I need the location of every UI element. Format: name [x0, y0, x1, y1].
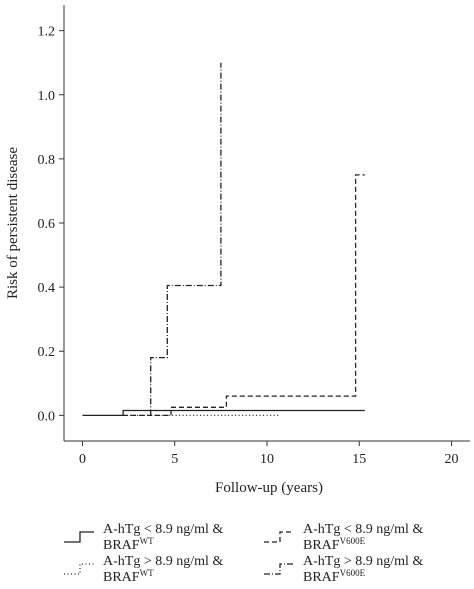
y-tick-label: 0.2	[38, 345, 56, 360]
legend-item-3-line1: A-hTg > 8.9 ng/ml &	[103, 554, 224, 569]
y-axis-label: Risk of persistent disease	[5, 147, 21, 299]
legend-item-1-line1: A-hTg < 8.9 ng/ml &	[103, 522, 224, 537]
series-group	[82, 62, 365, 417]
legend-symbol-solid	[64, 531, 94, 543]
legend-symbol-dashed	[264, 531, 294, 543]
y-tick-label: 1.0	[38, 89, 56, 104]
y-tick-label: 0.8	[38, 153, 56, 168]
legend-item-4-line1: A-hTg > 8.9 ng/ml &	[303, 554, 424, 569]
y-tick-label: 0.4	[38, 281, 56, 296]
x-axis-label: Follow-up (years)	[215, 480, 323, 496]
x-tick-label: 15	[352, 452, 366, 467]
series-line-dashed	[123, 174, 365, 417]
legend-symbol-dotted	[64, 563, 94, 575]
legend-item-4-sup: V600E	[339, 568, 366, 578]
legend-item-2-sup: V600E	[339, 536, 366, 546]
legend-item-1-sup: WT	[139, 536, 154, 546]
axes	[63, 5, 470, 442]
legend-item-2: A-hTg < 8.9 ng/ml & BRAFV600E	[303, 522, 423, 554]
legend: A-hTg < 8.9 ng/ml & BRAFWT A-hTg < 8.9 n…	[0, 520, 474, 589]
y-tick-label: 1.2	[38, 25, 56, 40]
x-tick-label: 0	[79, 452, 86, 467]
x-tick-label: 5	[171, 452, 178, 467]
x-tick-label: 10	[260, 452, 274, 467]
legend-item-3-sup: WT	[139, 568, 154, 578]
x-tick-label: 20	[445, 452, 459, 467]
legend-item-2-line1: A-hTg < 8.9 ng/ml &	[303, 522, 424, 537]
legend-symbol-dashdot	[264, 563, 294, 575]
series-line-solid	[82, 409, 365, 417]
legend-item-4: A-hTg > 8.9 ng/ml & BRAFV600E	[303, 554, 423, 586]
legend-item-1: A-hTg < 8.9 ng/ml & BRAFWT	[103, 522, 223, 554]
legend-item-4-base: BRAF	[303, 570, 340, 585]
y-tick-label: 0.0	[38, 409, 56, 424]
legend-item-2-base: BRAF	[303, 538, 340, 553]
legend-item-3-base: BRAF	[103, 570, 140, 585]
y-tick-label: 0.6	[38, 217, 56, 232]
series-line-dashdot	[150, 62, 222, 416]
legend-item-1-base: BRAF	[103, 538, 140, 553]
ticks: 0.0 0.2 0.4 0.6 0.8 1.0 1.2 0 5 10 15 20	[38, 25, 459, 467]
legend-item-3: A-hTg > 8.9 ng/ml & BRAFWT	[103, 554, 223, 586]
km-chart: 0.0 0.2 0.4 0.6 0.8 1.0 1.2 0 5 10 15 20 Risk of pe…	[5, 5, 470, 496]
